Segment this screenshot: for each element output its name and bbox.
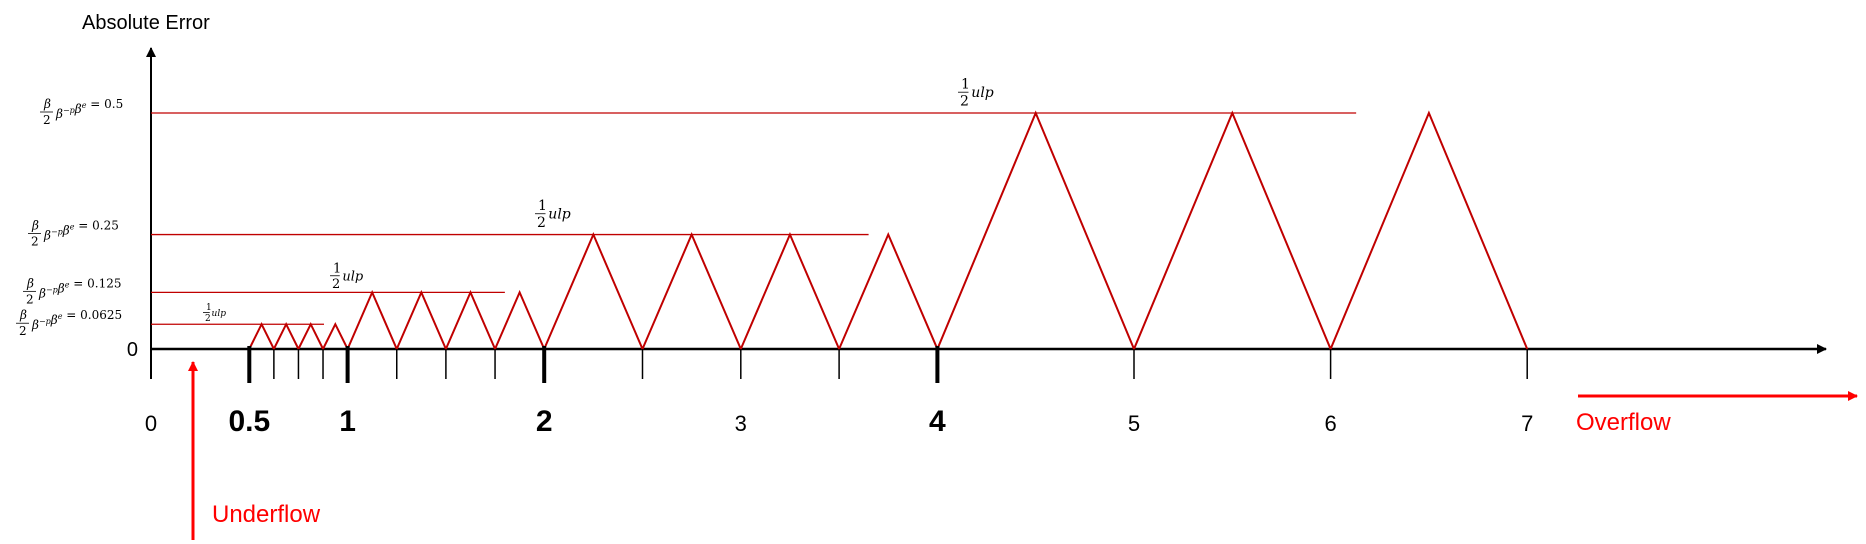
- formula-part: −p: [39, 317, 51, 326]
- formula-part: β: [50, 313, 58, 327]
- half-ulp-numerator: 1: [206, 303, 212, 313]
- formula-beta-numerator: β: [43, 97, 51, 111]
- formula-part: −p: [63, 106, 75, 115]
- half-ulp-numerator: 1: [538, 198, 547, 214]
- half-ulp-unit: ulp: [212, 309, 227, 319]
- formula-part: β: [38, 286, 46, 300]
- formula-part: e: [58, 312, 63, 321]
- formula-part: =: [74, 219, 92, 233]
- half-ulp-denominator: 2: [537, 215, 546, 231]
- level-formula-0.25: β2 β−pβe = 0.25: [28, 219, 119, 249]
- formula-part: −p: [46, 285, 58, 294]
- half-ulp-unit: ulp: [342, 269, 364, 284]
- formula-part: =: [69, 276, 87, 290]
- formula-beta-numerator: β: [31, 219, 39, 233]
- formula-part: β: [57, 281, 65, 295]
- x-tick-label-0.5: 0.5: [228, 405, 270, 438]
- y-zero-label: 0: [127, 339, 138, 361]
- error-sawtooth-curve: [248, 110, 1529, 352]
- overflow-label: Overflow: [1576, 409, 1671, 436]
- x-tick-label-1: 1: [339, 405, 356, 438]
- level-formula-0.125: β2 β−pβe = 0.125: [23, 276, 121, 306]
- x-tick-label-4: 4: [929, 405, 946, 438]
- level-formula-0.5: β2 β−pβe = 0.5: [40, 97, 123, 127]
- formula-part: 0.0625: [80, 308, 122, 322]
- formula-expression: β−pβe = 0.125: [38, 276, 121, 300]
- formula-part: −p: [51, 228, 63, 237]
- formula-part: =: [62, 308, 80, 322]
- formula-expression: β−pβe = 0.25: [43, 219, 119, 243]
- formula-two-denominator: 2: [43, 113, 51, 127]
- x-tick-label-6: 6: [1324, 411, 1336, 436]
- formula-part: 0.125: [87, 276, 121, 290]
- half-ulp-unit: ulp: [971, 85, 993, 101]
- half-ulp-numerator: 1: [333, 262, 341, 277]
- formula-part: β: [74, 102, 82, 116]
- formula-two-denominator: 2: [19, 324, 27, 338]
- x-tick-label-7: 7: [1521, 411, 1533, 436]
- formula-two-denominator: 2: [26, 292, 34, 306]
- half-ulp-denominator: 2: [205, 314, 211, 324]
- x-tick-label-3: 3: [735, 411, 747, 436]
- formula-beta-numerator: β: [26, 276, 34, 290]
- formula-part: e: [82, 101, 87, 110]
- x-tick-label-5: 5: [1128, 411, 1140, 436]
- formula-two-denominator: 2: [31, 235, 39, 249]
- half-ulp-denominator: 2: [960, 94, 969, 110]
- underflow-label: Underflow: [212, 501, 321, 528]
- formula-part: β: [43, 229, 51, 243]
- formula-part: β: [31, 318, 39, 332]
- half-ulp-unit: ulp: [548, 207, 570, 223]
- formula-beta-numerator: β: [19, 308, 27, 322]
- x-tick-label-0: 0: [145, 411, 157, 436]
- formula-part: β: [62, 224, 70, 238]
- formula-part: β: [55, 107, 63, 121]
- half-ulp-numerator: 1: [961, 77, 970, 93]
- half-ulp-label-0.0625: 12 ulp: [203, 303, 226, 324]
- formula-part: 0.25: [92, 219, 119, 233]
- formula-part: 0.5: [104, 97, 123, 111]
- level-formula-0.0625: β2 β−pβe = 0.0625: [16, 308, 122, 338]
- formula-part: =: [86, 97, 104, 111]
- x-tick-label-2: 2: [536, 405, 553, 438]
- formula-part: e: [70, 223, 75, 232]
- formula-expression: β−pβe = 0.0625: [31, 308, 122, 332]
- formula-expression: β−pβe = 0.5: [55, 97, 123, 121]
- y-axis-title: Absolute Error: [82, 12, 210, 34]
- half-ulp-denominator: 2: [332, 277, 340, 292]
- formula-part: e: [65, 280, 70, 289]
